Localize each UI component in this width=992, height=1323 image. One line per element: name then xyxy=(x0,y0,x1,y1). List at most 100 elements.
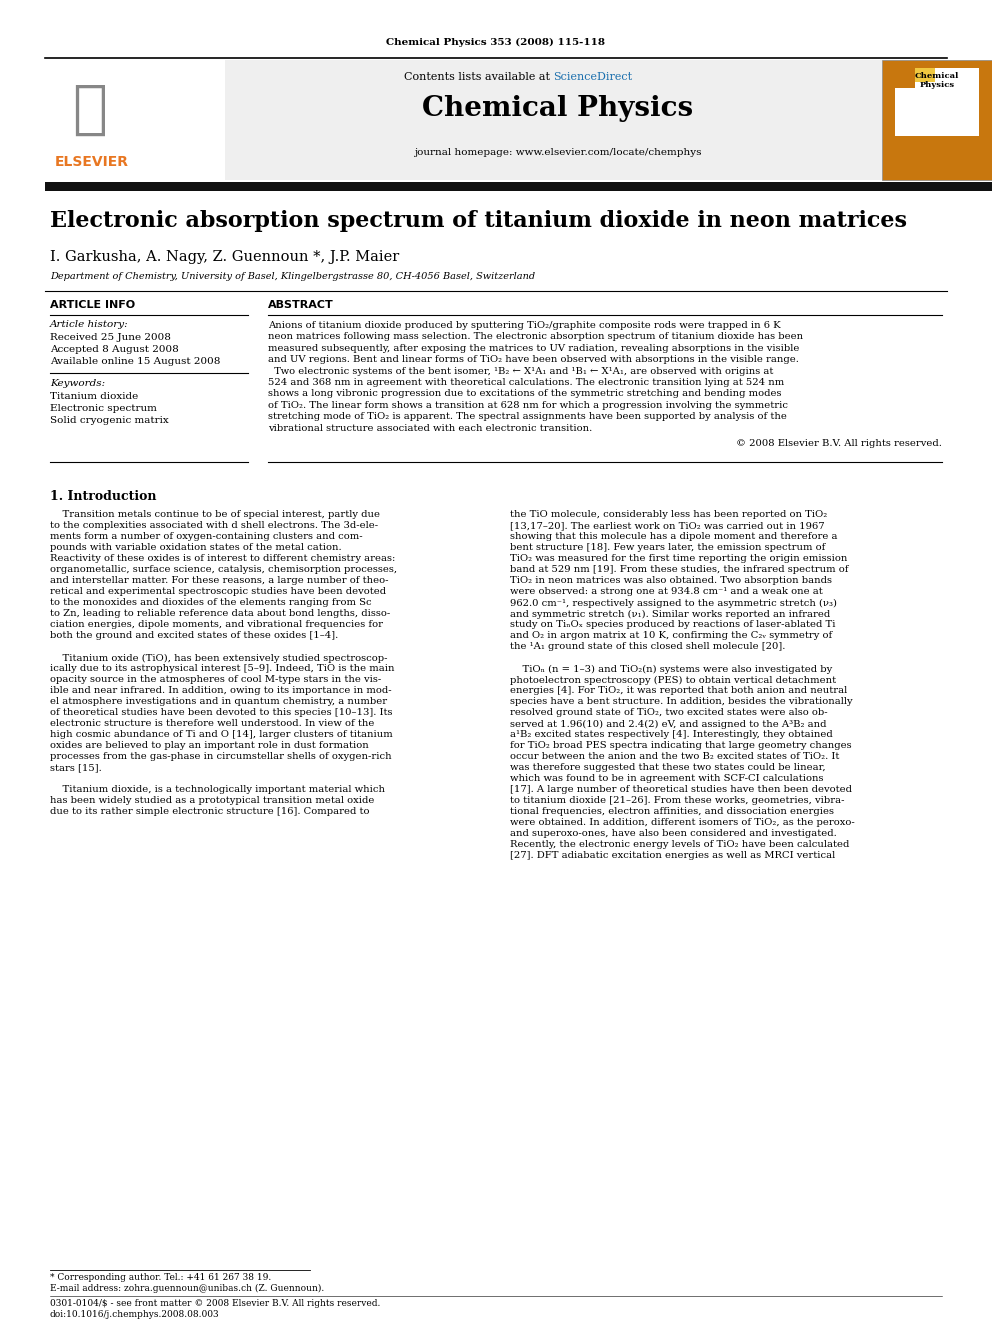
Text: due to its rather simple electronic structure [16]. Compared to: due to its rather simple electronic stru… xyxy=(50,807,369,816)
Text: I. Garkusha, A. Nagy, Z. Guennoun *, J.P. Maier: I. Garkusha, A. Nagy, Z. Guennoun *, J.P… xyxy=(50,250,399,265)
Text: energies [4]. For TiO₂, it was reported that both anion and neutral: energies [4]. For TiO₂, it was reported … xyxy=(510,687,847,696)
Text: study on TiₙOₓ species produced by reactions of laser-ablated Ti: study on TiₙOₓ species produced by react… xyxy=(510,620,835,630)
Text: Solid cryogenic matrix: Solid cryogenic matrix xyxy=(50,415,169,425)
Text: measured subsequently, after exposing the matrices to UV radiation, revealing ab: measured subsequently, after exposing th… xyxy=(268,344,800,353)
Text: ments form a number of oxygen-containing clusters and com-: ments form a number of oxygen-containing… xyxy=(50,532,363,541)
Bar xyxy=(45,183,992,191)
Text: Reactivity of these oxides is of interest to different chemistry areas:: Reactivity of these oxides is of interes… xyxy=(50,554,396,564)
Text: stretching mode of TiO₂ is apparent. The spectral assignments have been supporte: stretching mode of TiO₂ is apparent. The… xyxy=(268,413,787,421)
Text: oxides are believed to play an important role in dust formation: oxides are believed to play an important… xyxy=(50,741,369,750)
Text: E-mail address: zohra.guennoun@unibas.ch (Z. Guennoun).: E-mail address: zohra.guennoun@unibas.ch… xyxy=(50,1285,324,1293)
Text: 0301-0104/$ - see front matter © 2008 Elsevier B.V. All rights reserved.: 0301-0104/$ - see front matter © 2008 El… xyxy=(50,1299,380,1308)
Text: organometallic, surface science, catalysis, chemisorption processes,: organometallic, surface science, catalys… xyxy=(50,565,397,574)
Text: were observed: a strong one at 934.8 cm⁻¹ and a weak one at: were observed: a strong one at 934.8 cm⁻… xyxy=(510,587,822,597)
Text: 524 and 368 nm in agreement with theoretical calculations. The electronic transi: 524 and 368 nm in agreement with theoret… xyxy=(268,378,785,388)
Text: of theoretical studies have been devoted to this species [10–13]. Its: of theoretical studies have been devoted… xyxy=(50,708,393,717)
Text: TiOₙ (n = 1–3) and TiO₂(n) systems were also investigated by: TiOₙ (n = 1–3) and TiO₂(n) systems were … xyxy=(510,664,832,673)
Text: showing that this molecule has a dipole moment and therefore a: showing that this molecule has a dipole … xyxy=(510,532,837,541)
Bar xyxy=(45,60,882,180)
Text: ABSTRACT: ABSTRACT xyxy=(268,300,333,310)
Text: Recently, the electronic energy levels of TiO₂ have been calculated: Recently, the electronic energy levels o… xyxy=(510,840,849,849)
Text: * Corresponding author. Tel.: +41 61 267 38 19.: * Corresponding author. Tel.: +41 61 267… xyxy=(50,1273,271,1282)
Text: ☙: ☙ xyxy=(72,82,107,138)
Text: Titanium dioxide, is a technologically important material which: Titanium dioxide, is a technologically i… xyxy=(50,786,385,794)
Text: high cosmic abundance of Ti and O [14], larger clusters of titanium: high cosmic abundance of Ti and O [14], … xyxy=(50,730,393,740)
Text: opacity source in the atmospheres of cool M-type stars in the vis-: opacity source in the atmospheres of coo… xyxy=(50,676,381,684)
Text: and symmetric stretch (ν₁). Similar works reported an infrared: and symmetric stretch (ν₁). Similar work… xyxy=(510,610,830,619)
Text: ARTICLE INFO: ARTICLE INFO xyxy=(50,300,135,310)
Text: el atmosphere investigations and in quantum chemistry, a number: el atmosphere investigations and in quan… xyxy=(50,697,387,706)
Text: Titanium oxide (TiO), has been extensively studied spectroscop-: Titanium oxide (TiO), has been extensive… xyxy=(50,654,388,663)
Text: Keywords:: Keywords: xyxy=(50,378,105,388)
Text: Available online 15 August 2008: Available online 15 August 2008 xyxy=(50,357,220,366)
Text: ically due to its astrophysical interest [5–9]. Indeed, TiO is the main: ically due to its astrophysical interest… xyxy=(50,664,395,673)
Text: [13,17–20]. The earliest work on TiO₂ was carried out in 1967: [13,17–20]. The earliest work on TiO₂ wa… xyxy=(510,521,824,531)
Text: to the monoxides and dioxides of the elements ranging from Sc: to the monoxides and dioxides of the ele… xyxy=(50,598,372,607)
Text: tional frequencies, electron affinities, and dissociation energies: tional frequencies, electron affinities,… xyxy=(510,807,834,816)
Text: a¹B₂ excited states respectively [4]. Interestingly, they obtained: a¹B₂ excited states respectively [4]. In… xyxy=(510,730,832,740)
Text: Received 25 June 2008: Received 25 June 2008 xyxy=(50,333,171,343)
Text: retical and experimental spectroscopic studies have been devoted: retical and experimental spectroscopic s… xyxy=(50,587,386,597)
Text: bent structure [18]. Few years later, the emission spectrum of: bent structure [18]. Few years later, th… xyxy=(510,544,825,553)
Text: Article history:: Article history: xyxy=(50,320,129,329)
Text: Chemical Physics 353 (2008) 115-118: Chemical Physics 353 (2008) 115-118 xyxy=(387,38,605,48)
Text: [17]. A large number of theoretical studies have then been devoted: [17]. A large number of theoretical stud… xyxy=(510,786,852,794)
Text: has been widely studied as a prototypical transition metal oxide: has been widely studied as a prototypica… xyxy=(50,796,374,806)
Text: resolved ground state of TiO₂, two excited states were also ob-: resolved ground state of TiO₂, two excit… xyxy=(510,708,827,717)
Text: band at 529 nm [19]. From these studies, the infrared spectrum of: band at 529 nm [19]. From these studies,… xyxy=(510,565,848,574)
Text: Electronic spectrum: Electronic spectrum xyxy=(50,404,157,413)
Text: ciation energies, dipole moments, and vibrational frequencies for: ciation energies, dipole moments, and vi… xyxy=(50,620,383,630)
Text: were obtained. In addition, different isomers of TiO₂, as the peroxo-: were obtained. In addition, different is… xyxy=(510,819,855,827)
Text: TiO₂ was measured for the first time reporting the origin emission: TiO₂ was measured for the first time rep… xyxy=(510,554,847,564)
Text: photoelectron spectroscopy (PES) to obtain vertical detachment: photoelectron spectroscopy (PES) to obta… xyxy=(510,676,836,684)
Text: Chemical
Physics: Chemical Physics xyxy=(915,71,959,89)
Bar xyxy=(895,67,915,89)
Text: Department of Chemistry, University of Basel, Klingelbergstrasse 80, CH-4056 Bas: Department of Chemistry, University of B… xyxy=(50,273,535,280)
Text: electronic structure is therefore well understood. In view of the: electronic structure is therefore well u… xyxy=(50,720,374,729)
Text: served at 1.96(10) and 2.4(2) eV, and assigned to the A³B₂ and: served at 1.96(10) and 2.4(2) eV, and as… xyxy=(510,720,826,729)
Text: Contents lists available at: Contents lists available at xyxy=(404,71,554,82)
Text: and O₂ in argon matrix at 10 K, confirming the C₂ᵥ symmetry of: and O₂ in argon matrix at 10 K, confirmi… xyxy=(510,631,832,640)
Text: journal homepage: www.elsevier.com/locate/chemphys: journal homepage: www.elsevier.com/locat… xyxy=(415,148,701,157)
Text: [27]. DFT adiabatic excitation energies as well as MRCI vertical: [27]. DFT adiabatic excitation energies … xyxy=(510,852,835,860)
Text: to Zn, leading to reliable reference data about bond lengths, disso-: to Zn, leading to reliable reference dat… xyxy=(50,610,390,618)
Text: occur between the anion and the two B₂ excited states of TiO₂. It: occur between the anion and the two B₂ e… xyxy=(510,753,839,762)
Text: processes from the gas-phase in circumstellar shells of oxygen-rich: processes from the gas-phase in circumst… xyxy=(50,753,392,762)
Text: to titanium dioxide [21–26]. From these works, geometries, vibra-: to titanium dioxide [21–26]. From these … xyxy=(510,796,844,806)
Text: © 2008 Elsevier B.V. All rights reserved.: © 2008 Elsevier B.V. All rights reserved… xyxy=(736,439,942,448)
Text: which was found to be in agreement with SCF-CI calculations: which was found to be in agreement with … xyxy=(510,774,823,783)
Text: for TiO₂ broad PES spectra indicating that large geometry changes: for TiO₂ broad PES spectra indicating th… xyxy=(510,741,851,750)
Text: of TiO₂. The linear form shows a transition at 628 nm for which a progression in: of TiO₂. The linear form shows a transit… xyxy=(268,401,788,410)
Bar xyxy=(45,60,225,180)
Text: the ¹A₁ ground state of this closed shell molecule [20].: the ¹A₁ ground state of this closed shel… xyxy=(510,643,786,651)
Text: and superoxo-ones, have also been considered and investigated.: and superoxo-ones, have also been consid… xyxy=(510,830,836,839)
Bar xyxy=(915,67,935,82)
Text: Accepted 8 August 2008: Accepted 8 August 2008 xyxy=(50,345,179,355)
Text: the TiO molecule, considerably less has been reported on TiO₂: the TiO molecule, considerably less has … xyxy=(510,511,827,520)
Text: vibrational structure associated with each electronic transition.: vibrational structure associated with ea… xyxy=(268,423,592,433)
Text: doi:10.1016/j.chemphys.2008.08.003: doi:10.1016/j.chemphys.2008.08.003 xyxy=(50,1310,219,1319)
Text: ible and near infrared. In addition, owing to its importance in mod-: ible and near infrared. In addition, owi… xyxy=(50,687,392,696)
Text: Electronic absorption spectrum of titanium dioxide in neon matrices: Electronic absorption spectrum of titani… xyxy=(50,210,907,232)
Text: ScienceDirect: ScienceDirect xyxy=(554,71,633,82)
Text: and interstellar matter. For these reasons, a large number of theo-: and interstellar matter. For these reaso… xyxy=(50,577,389,585)
Text: was therefore suggested that these two states could be linear,: was therefore suggested that these two s… xyxy=(510,763,825,773)
Text: neon matrices following mass selection. The electronic absorption spectrum of ti: neon matrices following mass selection. … xyxy=(268,332,804,341)
Text: shows a long vibronic progression due to excitations of the symmetric stretching: shows a long vibronic progression due to… xyxy=(268,389,782,398)
Text: and UV regions. Bent and linear forms of TiO₂ have been observed with absorption: and UV regions. Bent and linear forms of… xyxy=(268,355,799,364)
Text: to the complexities associated with d shell electrons. The 3d-ele-: to the complexities associated with d sh… xyxy=(50,521,378,531)
Text: Transition metals continue to be of special interest, partly due: Transition metals continue to be of spec… xyxy=(50,511,380,520)
Bar xyxy=(882,60,992,180)
Text: both the ground and excited states of these oxides [1–4].: both the ground and excited states of th… xyxy=(50,631,338,640)
Bar xyxy=(895,67,979,136)
Text: TiO₂ in neon matrices was also obtained. Two absorption bands: TiO₂ in neon matrices was also obtained.… xyxy=(510,577,832,585)
Text: 1. Introduction: 1. Introduction xyxy=(50,491,157,503)
Text: ELSEVIER: ELSEVIER xyxy=(55,155,129,169)
Text: Titanium dioxide: Titanium dioxide xyxy=(50,392,138,401)
Text: pounds with variable oxidation states of the metal cation.: pounds with variable oxidation states of… xyxy=(50,544,341,553)
Text: Two electronic systems of the bent isomer, ¹B₂ ← X¹A₁ and ¹B₁ ← X¹A₁, are observ: Two electronic systems of the bent isome… xyxy=(268,366,774,376)
Text: stars [15].: stars [15]. xyxy=(50,763,102,773)
Text: species have a bent structure. In addition, besides the vibrationally: species have a bent structure. In additi… xyxy=(510,697,853,706)
Text: 962.0 cm⁻¹, respectively assigned to the asymmetric stretch (ν₃): 962.0 cm⁻¹, respectively assigned to the… xyxy=(510,598,837,607)
Text: Anions of titanium dioxide produced by sputtering TiO₂/graphite composite rods w: Anions of titanium dioxide produced by s… xyxy=(268,321,781,329)
